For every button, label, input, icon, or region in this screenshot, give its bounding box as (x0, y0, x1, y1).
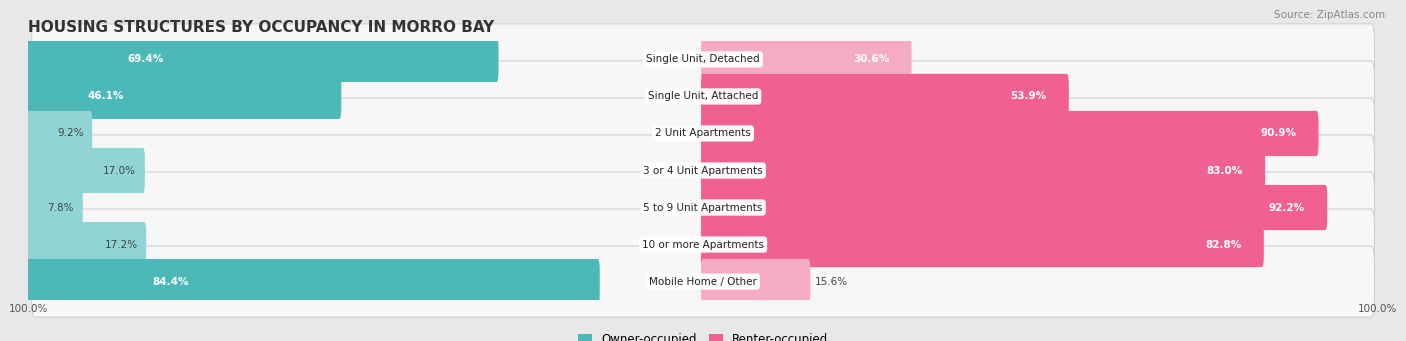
FancyBboxPatch shape (27, 37, 499, 82)
Legend: Owner-occupied, Renter-occupied: Owner-occupied, Renter-occupied (572, 329, 834, 341)
Text: Single Unit, Detached: Single Unit, Detached (647, 55, 759, 64)
Text: 90.9%: 90.9% (1260, 129, 1296, 138)
Text: 83.0%: 83.0% (1206, 165, 1243, 176)
Text: 9.2%: 9.2% (58, 129, 83, 138)
Text: 69.4%: 69.4% (127, 55, 163, 64)
Text: 17.0%: 17.0% (103, 165, 136, 176)
FancyBboxPatch shape (702, 111, 1319, 156)
Text: 7.8%: 7.8% (48, 203, 75, 212)
FancyBboxPatch shape (702, 74, 1069, 119)
Text: 2 Unit Apartments: 2 Unit Apartments (655, 129, 751, 138)
Text: 92.2%: 92.2% (1268, 203, 1305, 212)
Text: Mobile Home / Other: Mobile Home / Other (650, 277, 756, 286)
FancyBboxPatch shape (702, 259, 810, 304)
Text: 82.8%: 82.8% (1205, 239, 1241, 250)
Text: 15.6%: 15.6% (815, 277, 848, 286)
FancyBboxPatch shape (702, 185, 1327, 230)
FancyBboxPatch shape (31, 24, 1375, 95)
Text: 17.2%: 17.2% (104, 239, 138, 250)
FancyBboxPatch shape (31, 61, 1375, 132)
FancyBboxPatch shape (27, 111, 93, 156)
Text: 53.9%: 53.9% (1011, 91, 1046, 102)
Text: 84.4%: 84.4% (152, 277, 188, 286)
Text: 5 to 9 Unit Apartments: 5 to 9 Unit Apartments (644, 203, 762, 212)
FancyBboxPatch shape (31, 209, 1375, 280)
Text: 10 or more Apartments: 10 or more Apartments (643, 239, 763, 250)
FancyBboxPatch shape (27, 259, 600, 304)
FancyBboxPatch shape (702, 148, 1265, 193)
Text: HOUSING STRUCTURES BY OCCUPANCY IN MORRO BAY: HOUSING STRUCTURES BY OCCUPANCY IN MORRO… (28, 20, 495, 35)
Text: Single Unit, Attached: Single Unit, Attached (648, 91, 758, 102)
Text: 3 or 4 Unit Apartments: 3 or 4 Unit Apartments (643, 165, 763, 176)
FancyBboxPatch shape (27, 222, 146, 267)
FancyBboxPatch shape (31, 135, 1375, 206)
FancyBboxPatch shape (702, 222, 1264, 267)
FancyBboxPatch shape (27, 185, 83, 230)
FancyBboxPatch shape (27, 74, 342, 119)
FancyBboxPatch shape (31, 246, 1375, 317)
Text: 30.6%: 30.6% (853, 55, 889, 64)
Text: 46.1%: 46.1% (87, 91, 124, 102)
Text: Source: ZipAtlas.com: Source: ZipAtlas.com (1274, 10, 1385, 20)
FancyBboxPatch shape (27, 148, 145, 193)
FancyBboxPatch shape (702, 37, 911, 82)
FancyBboxPatch shape (31, 98, 1375, 169)
FancyBboxPatch shape (31, 172, 1375, 243)
